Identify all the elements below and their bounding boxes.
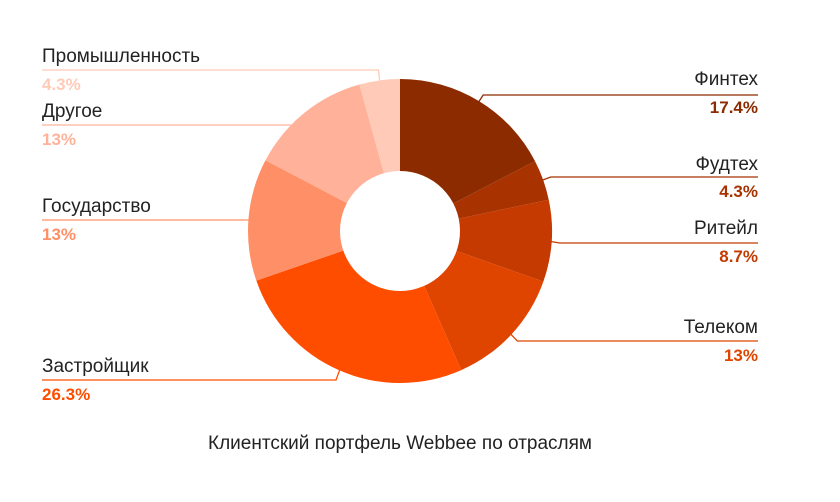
slice-name-label: Фудтех (695, 154, 758, 175)
slice-value-label: 13% (42, 130, 76, 149)
leader-line (42, 69, 381, 87)
slice-value-label: 4.3% (719, 182, 758, 201)
slice-value-label: 13% (724, 346, 758, 365)
leader-line (475, 94, 758, 107)
leader-lines (42, 69, 758, 381)
slice-name-label: Ритейл (694, 218, 758, 239)
slice-value-label: 26.3% (42, 385, 90, 404)
slice-value-label: 8.7% (719, 247, 758, 266)
slice-value-label: 4.3% (42, 75, 81, 94)
slice-name-label: Телеком (684, 317, 758, 338)
donut-hole (340, 171, 460, 291)
slice-labels: Финтех 17.4% Фудтех 4.3% Ритейл 8.7% Телеком 13… (42, 46, 758, 404)
leader-line (42, 364, 343, 381)
slice-name-label: Промышленность (42, 46, 200, 67)
leader-line (506, 329, 758, 342)
pie-slice (400, 199, 552, 282)
leader-line (537, 176, 758, 183)
slice-name-label: Другое (42, 101, 102, 122)
slice-value-label: 17.4% (710, 98, 758, 117)
slice-value-label: 13% (42, 225, 76, 244)
leader-line (42, 116, 309, 126)
slice-name-label: Финтех (694, 69, 758, 90)
pie-slice (248, 160, 400, 281)
leader-line (545, 239, 758, 244)
chart-title: Клиентский портфель Webbee по отраслям (208, 433, 592, 454)
slice-name-label: Застройщик (42, 356, 149, 377)
slice-name-label: Государство (42, 196, 151, 217)
